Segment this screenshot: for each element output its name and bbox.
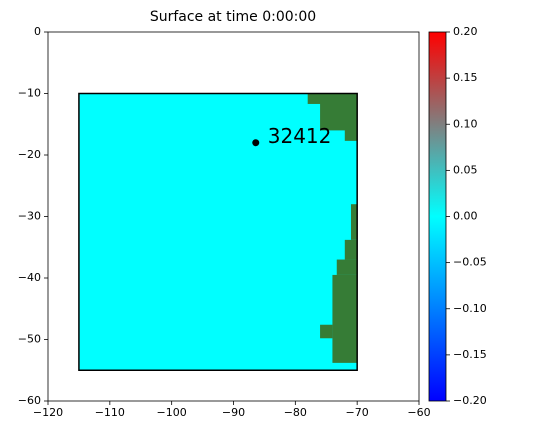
land-cell <box>320 324 333 339</box>
y-tick-label: −50 <box>18 333 41 346</box>
land-cell <box>336 259 358 275</box>
gauge-marker <box>252 139 260 147</box>
land-cell <box>344 239 358 260</box>
y-tick-label: −30 <box>18 210 41 223</box>
colorbar-tick-label: −0.15 <box>453 348 487 361</box>
colorbar-tick-label: −0.20 <box>453 394 487 407</box>
land-cell <box>332 274 358 363</box>
x-tick-label: −110 <box>95 406 125 419</box>
colorbar-tick-label: 0.20 <box>453 25 478 38</box>
region-border <box>78 92 358 371</box>
x-tick-label: −70 <box>346 406 369 419</box>
colorbar-tick-label: −0.05 <box>453 256 487 269</box>
y-tick-label: 0 <box>34 25 41 38</box>
y-tick-label: −10 <box>18 87 41 100</box>
x-tick-label: −90 <box>222 406 245 419</box>
y-tick-label: −60 <box>18 394 41 407</box>
y-tick-label: −20 <box>18 148 41 161</box>
colorbar <box>428 31 447 402</box>
land-cell <box>344 93 358 141</box>
x-tick-label: −60 <box>407 406 430 419</box>
x-tick-label: −120 <box>33 406 63 419</box>
colorbar-tick-label: −0.10 <box>453 302 487 315</box>
water-region <box>78 93 358 371</box>
chart-title: Surface at time 0:00:00 <box>150 9 316 25</box>
gauge-label: 32412 <box>268 124 332 148</box>
x-tick-label: −100 <box>157 406 187 419</box>
x-tick-label: −80 <box>284 406 307 419</box>
colorbar-tick-label: 0.10 <box>453 117 478 130</box>
land-cell <box>350 204 358 240</box>
colorbar-tick-label: 0.15 <box>453 71 478 84</box>
colorbar-tick-label: 0.00 <box>453 210 478 223</box>
y-tick-label: −40 <box>18 271 41 284</box>
colorbar-tick-label: 0.05 <box>453 163 478 176</box>
